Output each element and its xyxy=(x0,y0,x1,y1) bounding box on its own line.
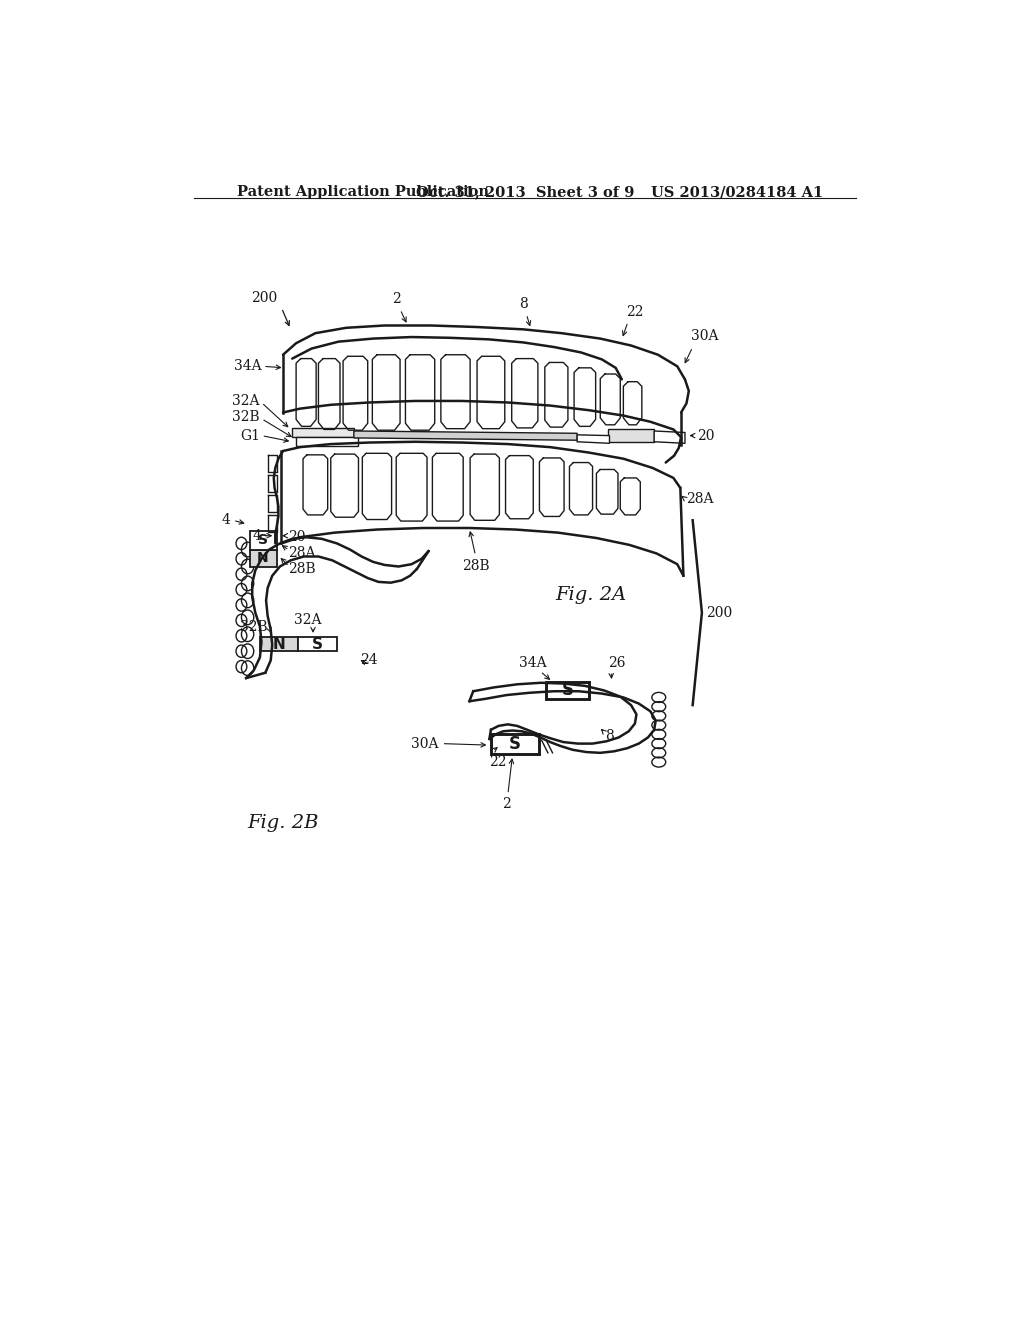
Text: Patent Application Publication: Patent Application Publication xyxy=(237,185,488,199)
Text: 24: 24 xyxy=(360,652,378,667)
Text: 2: 2 xyxy=(392,292,400,306)
Text: 32B: 32B xyxy=(240,619,267,634)
Text: 8: 8 xyxy=(519,297,527,312)
Polygon shape xyxy=(250,531,276,549)
Text: S: S xyxy=(312,636,324,652)
Text: S: S xyxy=(258,533,268,548)
Text: 8: 8 xyxy=(605,729,613,743)
Polygon shape xyxy=(354,430,578,441)
Text: Fig. 2B: Fig. 2B xyxy=(248,814,319,833)
Text: 32A: 32A xyxy=(232,393,260,408)
Text: 28A: 28A xyxy=(289,545,316,560)
Polygon shape xyxy=(654,430,685,444)
Text: N: N xyxy=(257,550,269,565)
Polygon shape xyxy=(608,429,654,442)
Text: 28A: 28A xyxy=(686,492,714,506)
Text: 22: 22 xyxy=(488,755,506,770)
Text: 32A: 32A xyxy=(294,612,322,627)
Text: N: N xyxy=(272,636,286,652)
Text: 30A: 30A xyxy=(691,329,719,343)
Text: 34A: 34A xyxy=(233,359,261,374)
Text: S: S xyxy=(509,735,521,754)
Text: 26: 26 xyxy=(608,656,626,671)
Text: 4: 4 xyxy=(253,529,261,543)
Polygon shape xyxy=(292,428,354,437)
Text: Fig. 2A: Fig. 2A xyxy=(555,586,627,603)
Text: 20: 20 xyxy=(697,429,715,442)
Text: 22: 22 xyxy=(626,305,643,318)
Polygon shape xyxy=(490,734,539,755)
Text: 34A: 34A xyxy=(519,656,547,671)
Text: 28B: 28B xyxy=(462,558,489,573)
Polygon shape xyxy=(260,638,298,651)
Text: 2: 2 xyxy=(502,797,511,812)
Text: 200: 200 xyxy=(707,606,733,619)
Polygon shape xyxy=(298,638,337,651)
Polygon shape xyxy=(296,437,357,446)
Text: 28B: 28B xyxy=(289,562,316,576)
Text: 20: 20 xyxy=(289,531,306,544)
Text: 200: 200 xyxy=(251,290,276,305)
Polygon shape xyxy=(578,434,609,444)
Text: G1: G1 xyxy=(240,429,260,442)
Text: 4: 4 xyxy=(222,513,230,527)
Text: 32B: 32B xyxy=(232,411,260,424)
Text: S: S xyxy=(562,681,573,700)
Polygon shape xyxy=(547,682,590,700)
Text: US 2013/0284184 A1: US 2013/0284184 A1 xyxy=(651,185,823,199)
Text: Oct. 31, 2013  Sheet 3 of 9: Oct. 31, 2013 Sheet 3 of 9 xyxy=(416,185,634,199)
Text: 30A: 30A xyxy=(411,737,438,751)
Polygon shape xyxy=(250,549,276,566)
